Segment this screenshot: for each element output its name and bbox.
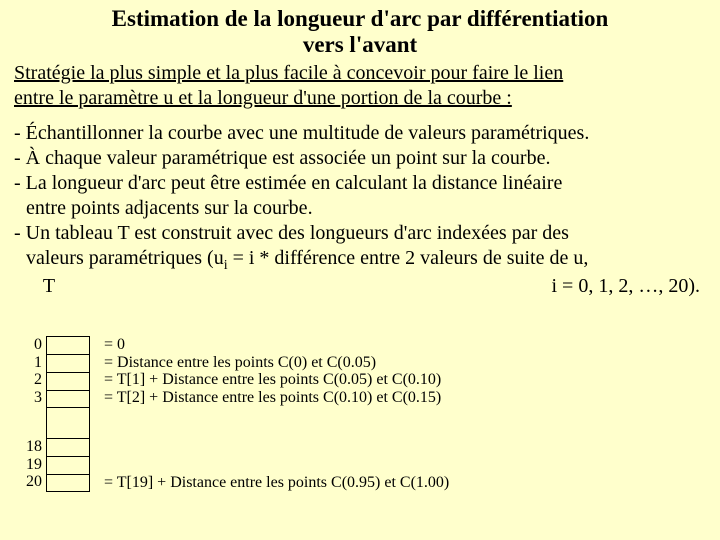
def-3: = T[2] + Distance entre les points C(0.1… xyxy=(104,389,441,407)
idx-2: 2 xyxy=(24,371,42,389)
cell-19 xyxy=(46,456,90,474)
cell-column xyxy=(46,336,90,492)
bullet-4-cont: valeurs paramétriques (ui = i * différen… xyxy=(14,246,706,275)
idx-0: 0 xyxy=(24,336,42,354)
bullet-3: - La longueur d'arc peut être estimée en… xyxy=(14,171,706,196)
idx-18: 18 xyxy=(20,438,42,456)
i-range: i = 0, 1, 2, …, 20). xyxy=(84,274,706,299)
definitions-bot: = T[19] + Distance entre les points C(0.… xyxy=(104,474,449,492)
def-0: = 0 xyxy=(104,336,441,354)
index-column-bot: 18 19 20 xyxy=(20,438,42,491)
bullet-1: - Échantillonner la courbe avec une mult… xyxy=(14,121,706,146)
bullet-2: - À chaque valeur paramétrique est assoc… xyxy=(14,146,706,171)
T-header: T xyxy=(14,274,84,299)
cell-3 xyxy=(46,390,90,408)
bullet-4: - Un tableau T est construit avec des lo… xyxy=(14,221,706,246)
slide: Estimation de la longueur d'arc par diff… xyxy=(0,0,720,540)
def-20: = T[19] + Distance entre les points C(0.… xyxy=(104,474,449,492)
idx-20: 20 xyxy=(20,473,42,491)
bullet-list: - Échantillonner la courbe avec une mult… xyxy=(14,121,706,300)
cell-1 xyxy=(46,354,90,372)
idx-1: 1 xyxy=(24,354,42,372)
subtitle-line-1: Stratégie la plus simple et la plus faci… xyxy=(14,62,563,84)
definitions-top: = 0 = Distance entre les points C(0) et … xyxy=(104,336,441,406)
cell-2 xyxy=(46,372,90,390)
idx-19: 19 xyxy=(20,456,42,474)
subtitle-line-2: entre le paramètre u et la longueur d'un… xyxy=(14,87,512,109)
bullet-3-cont: entre points adjacents sur la courbe. xyxy=(14,196,706,221)
title-line-1: Estimation de la longueur d'arc par diff… xyxy=(112,6,609,31)
slide-title: Estimation de la longueur d'arc par diff… xyxy=(14,6,706,59)
cell-18 xyxy=(46,438,90,456)
index-column-top: 0 1 2 3 xyxy=(24,336,42,406)
def-2: = T[1] + Distance entre les points C(0.0… xyxy=(104,371,441,389)
bullet-5: T i = 0, 1, 2, …, 20). xyxy=(14,274,706,299)
title-line-2: vers l'avant xyxy=(303,32,417,57)
slide-subtitle: Stratégie la plus simple et la plus faci… xyxy=(14,61,706,111)
cell-0 xyxy=(46,336,90,354)
def-1: = Distance entre les points C(0) et C(0.… xyxy=(104,354,441,372)
cell-20 xyxy=(46,474,90,492)
idx-3: 3 xyxy=(24,389,42,407)
